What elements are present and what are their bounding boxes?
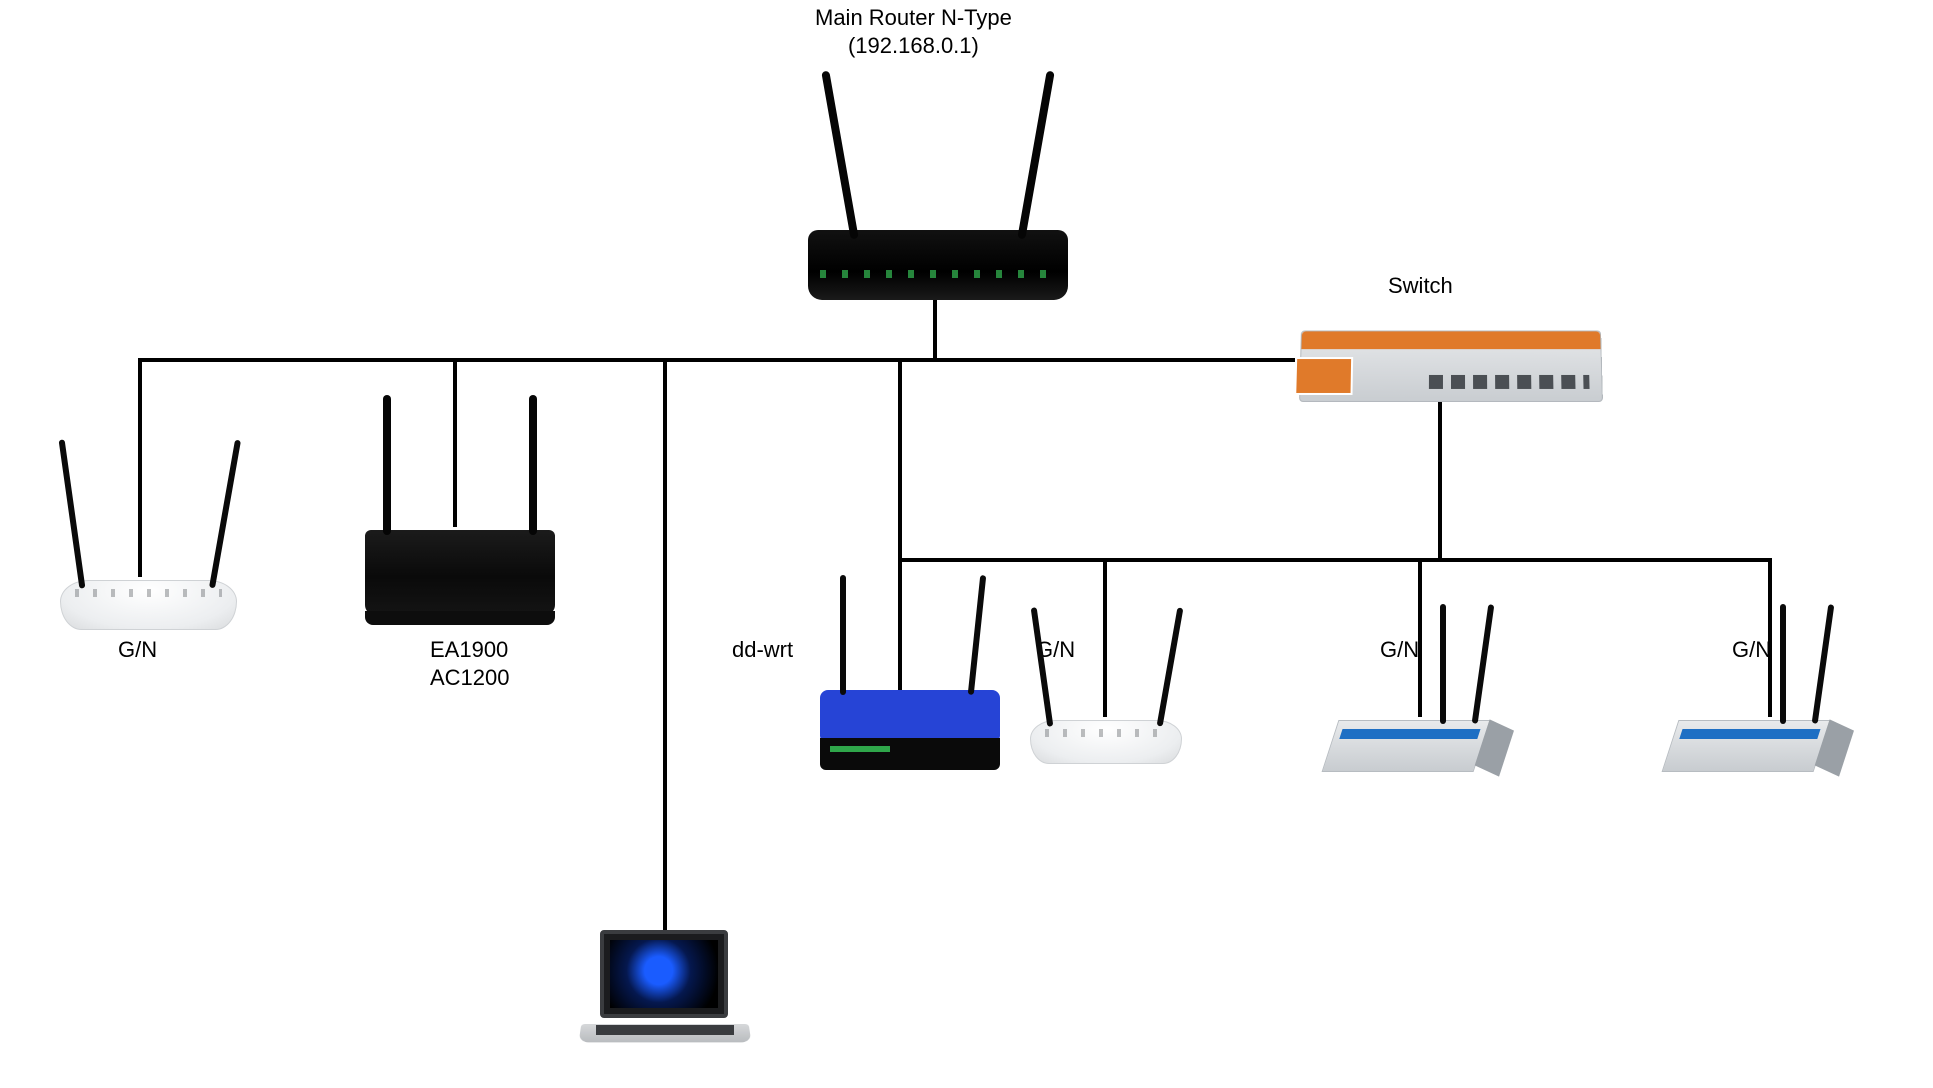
- antenna-left: [59, 439, 86, 588]
- antenna-right: [1812, 604, 1835, 724]
- ea1900-label: EA1900 AC1200: [430, 636, 510, 691]
- ea1900-label-line1: EA1900: [430, 636, 510, 664]
- ap-side: [1475, 719, 1514, 776]
- ap1-label: G/N: [1380, 636, 1419, 664]
- antenna-right: [1472, 604, 1495, 724]
- laptop-body: [580, 930, 750, 1045]
- antenna-right: [1157, 607, 1184, 726]
- switch-body: [1299, 330, 1603, 402]
- ap1-device: [1330, 720, 1482, 772]
- ap-side: [1815, 719, 1854, 776]
- antenna-left: [840, 575, 846, 695]
- ea1900-device: [365, 530, 555, 615]
- antenna-left: [383, 395, 391, 535]
- antenna-left: [821, 71, 858, 240]
- antenna-right: [529, 395, 537, 535]
- laptop-screen: [600, 930, 728, 1018]
- router-body: [60, 580, 237, 630]
- antenna-left: [1440, 604, 1446, 724]
- antenna-right: [968, 575, 987, 695]
- router-body: [808, 230, 1068, 300]
- ea1900-label-line2: AC1200: [430, 664, 510, 692]
- antenna-left: [1780, 604, 1786, 724]
- laptop-device: [580, 930, 750, 1045]
- router-front: [820, 738, 1000, 770]
- switch-device: [1300, 330, 1602, 402]
- switch-badge: [1294, 357, 1353, 395]
- laptop-keyboard: [596, 1025, 734, 1035]
- ap2-label: G/N: [1732, 636, 1771, 664]
- router-body: [365, 530, 555, 615]
- main-router-label-line1: Main Router N-Type: [815, 4, 1012, 32]
- main-router-label: Main Router N-Type (192.168.0.1): [815, 4, 1012, 59]
- antenna-left: [1031, 607, 1054, 727]
- gn-mid-device: [1030, 720, 1182, 764]
- wires-svg: [0, 0, 1933, 1088]
- main-router-device: [808, 230, 1068, 300]
- diagram-canvas: { "type": "network-topology", "canvas": …: [0, 0, 1933, 1088]
- router-body: [1030, 720, 1182, 764]
- main-router-label-line2: (192.168.0.1): [815, 32, 1012, 60]
- switch-label: Switch: [1388, 272, 1453, 300]
- gn-left-label: G/N: [118, 636, 157, 664]
- ap-body: [1322, 720, 1491, 772]
- antenna-right: [209, 440, 241, 589]
- antenna-right: [1017, 71, 1054, 240]
- ap2-device: [1670, 720, 1822, 772]
- gn-left-device: [60, 580, 237, 630]
- ddwrt-device: [820, 690, 1000, 740]
- ap-body: [1662, 720, 1831, 772]
- ddwrt-label: dd-wrt: [732, 636, 793, 664]
- router-body: [820, 690, 1000, 740]
